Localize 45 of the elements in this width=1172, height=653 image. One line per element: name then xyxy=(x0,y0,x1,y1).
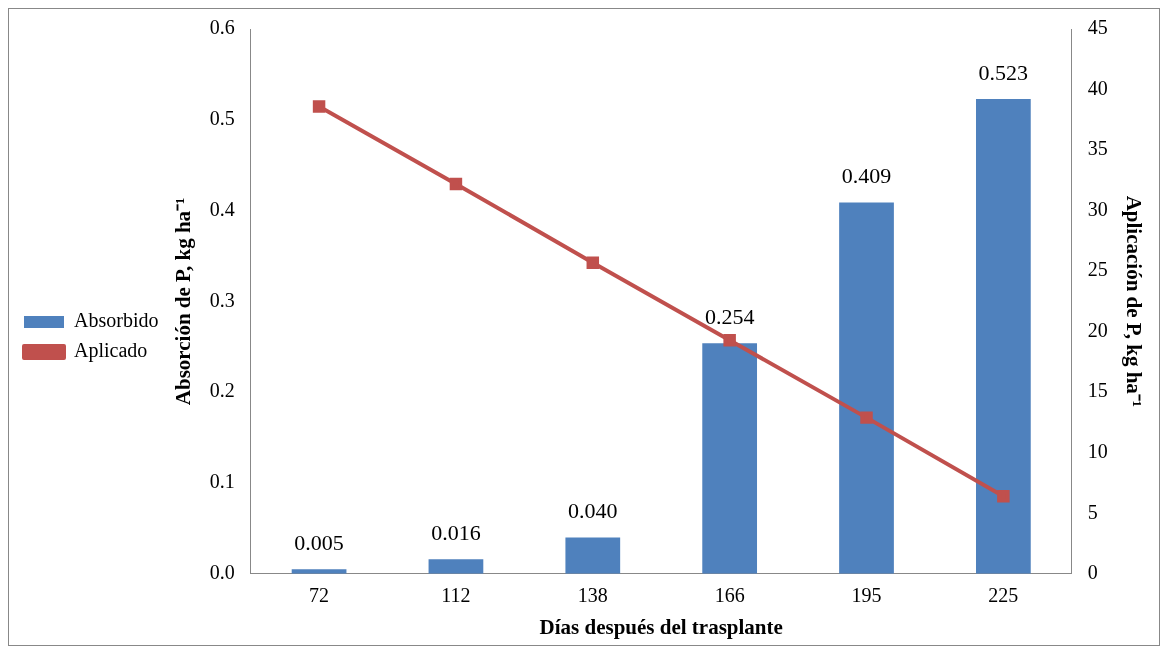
bar xyxy=(428,559,484,574)
legend-label: Absorbido xyxy=(74,309,159,332)
x-tick-label: 166 xyxy=(714,584,745,607)
x-tick-label: 138 xyxy=(577,584,608,607)
y2-tick-label: 5 xyxy=(1087,500,1098,523)
y2-tick-label: 15 xyxy=(1087,379,1108,402)
y-tick-label: 0.2 xyxy=(209,379,235,402)
bar xyxy=(839,202,894,574)
y-tick-label: 0.0 xyxy=(209,561,235,584)
y2-tick-label: 45 xyxy=(1087,16,1108,39)
data-label: 0.005 xyxy=(294,530,344,556)
y-tick-label: 0.3 xyxy=(209,288,235,311)
data-label: 0.040 xyxy=(568,498,618,524)
data-label: 0.254 xyxy=(704,303,755,329)
bar xyxy=(702,343,758,574)
x-tick-label: 195 xyxy=(851,584,882,607)
y2-tick-label: 10 xyxy=(1087,439,1108,462)
y2-tick-label: 0 xyxy=(1087,561,1098,584)
bar xyxy=(976,98,1031,574)
y2-tick-label: 25 xyxy=(1087,258,1108,281)
x-tick-label: 112 xyxy=(441,584,471,607)
bar xyxy=(565,537,621,574)
point xyxy=(723,333,736,347)
y-tick-label: 0.5 xyxy=(209,107,235,130)
data-label: 0.409 xyxy=(841,163,892,189)
point xyxy=(860,411,873,424)
y2-tick-label: 40 xyxy=(1087,76,1108,99)
point xyxy=(586,256,600,269)
data-label: 0.016 xyxy=(431,520,481,546)
point xyxy=(997,490,1010,503)
y-tick-label: 0.6 xyxy=(209,16,235,39)
y-tick-label: 0.4 xyxy=(209,197,235,220)
point xyxy=(449,177,463,191)
point xyxy=(312,100,326,113)
x-axis-title: Días después del trasplante xyxy=(539,614,783,639)
y2-axis-title: Aplicación de P, kg ha⁻¹ xyxy=(1121,195,1146,408)
y-tick-label: 0.1 xyxy=(209,470,235,493)
x-tick-label: 72 xyxy=(309,584,330,607)
y2-tick-label: 35 xyxy=(1087,137,1108,160)
data-label: 0.523 xyxy=(978,59,1029,85)
y2-tick-label: 30 xyxy=(1087,197,1108,220)
y2-tick-label: 20 xyxy=(1087,318,1108,341)
y-axis-title: Absorción de P, kg ha⁻¹ xyxy=(171,197,196,406)
legend-label: Aplicado xyxy=(74,339,148,363)
x-tick-label: 225 xyxy=(988,584,1019,607)
